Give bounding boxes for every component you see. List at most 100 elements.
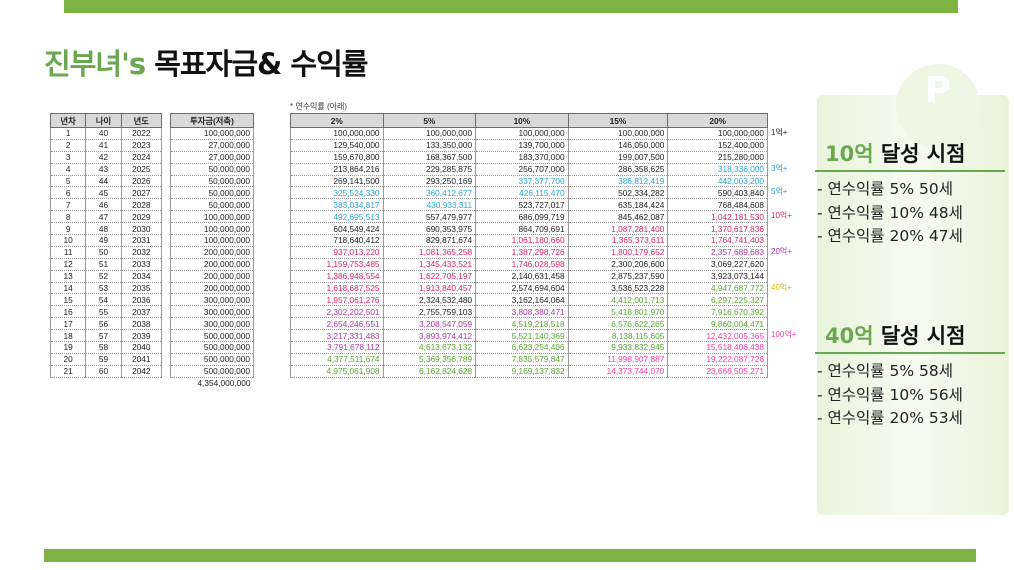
investment-cell: 300,000,000 [170,317,254,331]
milestone-marker [771,258,811,270]
milestone-marker: 100억+ [771,330,797,340]
investment-cell: 50,000,000 [170,174,254,188]
year-age-cell: 2035 [120,281,163,295]
rate-value-cell: 5,418,801,970 [567,305,669,319]
rate-value-cell: 1,387,298,726 [475,245,569,259]
rate-value-cell: 2,654,246,551 [290,317,384,331]
rate-value-cell: 1,957,061,276 [290,293,384,307]
return-rate-table: 2% 5% 10% 15% 20% 100,000,000 100,000,000 100,… [290,113,768,378]
coin-letter: P [924,70,952,111]
year-age-header-row: 년차 나이 년도 [49,113,163,128]
investment-cell: 200,000,000 [170,245,254,259]
coin-icon: P [896,64,980,148]
table-row: 937,013,220 1,081,365,258 1,387,298,726 1,8… [290,245,768,259]
table-row: 500,000,000 [170,329,254,343]
year-age-cell: 2028 [120,198,163,212]
coin-stack-decoration [817,95,1009,515]
year-age-cell: 6 [49,186,87,200]
rate-value-cell: 14,373,744,070 [567,364,669,378]
year-age-cell: 2037 [120,305,163,319]
investment-cell: 50,000,000 [170,162,254,176]
table-row: 718,640,412 829,871,674 1,061,180,660 1,365… [290,234,768,247]
milestone-marker [771,175,811,187]
year-age-table: 년차 나이 년도 1 40 2022 2 41 2023 3 42 2024 4 43 2025 5 44 20… [49,113,163,378]
investment-table: 투자금(저축) 100,000,000 27,000,000 27,000,000 5… [170,113,254,389]
rate-value-cell: 383,034,817 [290,198,384,212]
rate-value-cell: 11,998,907,887 [567,352,669,366]
investment-cell: 200,000,000 [170,281,254,295]
table-row: 129,540,000 133,350,000 139,700,000 146,050… [290,138,768,152]
summary-40억-amount: 40억 [825,324,874,348]
milestone-marker [771,139,811,151]
table-row: 200,000,000 [170,257,254,271]
table-row: 12 51 2033 [49,257,163,271]
milestone-marker [771,353,811,365]
year-age-cell: 2036 [120,293,163,307]
table-row: 27,000,000 [170,150,254,164]
year-age-header-cell: 년차 [49,113,87,128]
rate-value-cell: 426,115,470 [475,186,569,200]
investment-cell: 500,000,000 [170,329,254,343]
table-row: 50,000,000 [170,162,254,176]
rate-value-cell: 9,169,137,832 [475,364,569,378]
rate-value-cell: 845,462,087 [567,210,669,224]
rate-value-cell: 337,377,700 [475,174,569,188]
rate-value-cell: 2,324,532,480 [382,293,477,307]
table-row: 1,618,687,525 1,913,840,457 2,574,694,604 3… [290,281,768,295]
year-age-cell: 2026 [120,174,163,188]
year-age-cell: 56 [85,317,122,331]
rate-value-cell: 8,138,115,605 [567,329,669,343]
year-age-cell: 49 [85,234,122,247]
rate-value-cell: 1,061,180,660 [475,234,569,247]
rate-value-cell: 129,540,000 [290,138,384,152]
rate-header-cell: 15% [567,113,669,128]
rate-value-cell: 213,864,216 [290,162,384,176]
top-accent-bar [64,0,958,13]
rate-value-cell: 256,707,000 [475,162,569,176]
milestone-marker [771,151,811,163]
rate-header-cell: 10% [475,113,569,128]
summary-40억-heading: 40억 달성 시점 [815,322,1005,350]
rate-value-cell: 23,666,505,271 [667,364,768,378]
summary-10억-title: 달성 시점 [880,142,966,166]
rate-value-cell: 318,336,000 [667,162,768,176]
milestone-marker [771,341,811,353]
rate-value-cell: 1,764,741,403 [667,234,768,247]
year-age-cell: 53 [85,281,122,295]
table-row: 1,159,753,485 1,345,433,521 1,746,028,598 2… [290,257,768,271]
rate-value-cell: 686,099,719 [475,210,569,224]
year-age-cell: 3 [49,150,87,164]
table-row: 500,000,000 [170,364,254,378]
rate-value-cell: 523,727,017 [475,198,569,212]
year-age-cell: 2042 [120,364,163,378]
rate-value-cell: 12,432,005,365 [667,329,768,343]
year-age-cell: 2023 [120,138,163,152]
table-row: 3,791,678,112 4,613,673,132 6,623,254,406 9… [290,341,768,354]
year-age-cell: 9 [49,222,87,236]
rate-value-cell: 139,700,000 [475,138,569,152]
table-row: 4,975,061,908 6,162,824,628 9,169,137,832 1… [290,364,768,378]
rate-value-cell: 1,618,687,525 [290,281,384,295]
milestone-marker: 3억+ [771,163,788,173]
table-row: 3 42 2024 [49,150,163,164]
rate-value-cell: 3,162,164,064 [475,293,569,307]
year-age-cell: 46 [85,198,122,212]
milestone-markers: 1억+ 3억+ 5억+ 10억+ 20억+ 40억+ 100억+ [771,127,811,377]
table-row: 200,000,000 [170,281,254,295]
rate-value-cell: 557,479,977 [382,210,477,224]
year-age-cell: 43 [85,162,122,176]
rate-value-cell: 3,923,073,144 [667,269,768,283]
investment-cell: 50,000,000 [170,198,254,212]
year-age-cell: 2027 [120,186,163,200]
rate-value-cell: 1,913,840,457 [382,281,477,295]
milestone-marker [771,293,811,305]
investment-cell: 100,000,000 [170,210,254,224]
year-age-cell: 14 [49,281,87,295]
table-row: 500,000,000 [170,341,254,354]
rate-value-cell: 6,576,622,265 [567,317,669,331]
investment-total-row: 4,354,000,000 [171,377,254,389]
rate-value-cell: 229,285,875 [382,162,477,176]
table-row: 3,217,331,483 3,893,974,412 5,521,140,369 8… [290,329,768,343]
title-name: 진부녀's [44,47,146,81]
rate-value-cell: 4,947,687,772 [667,281,768,295]
